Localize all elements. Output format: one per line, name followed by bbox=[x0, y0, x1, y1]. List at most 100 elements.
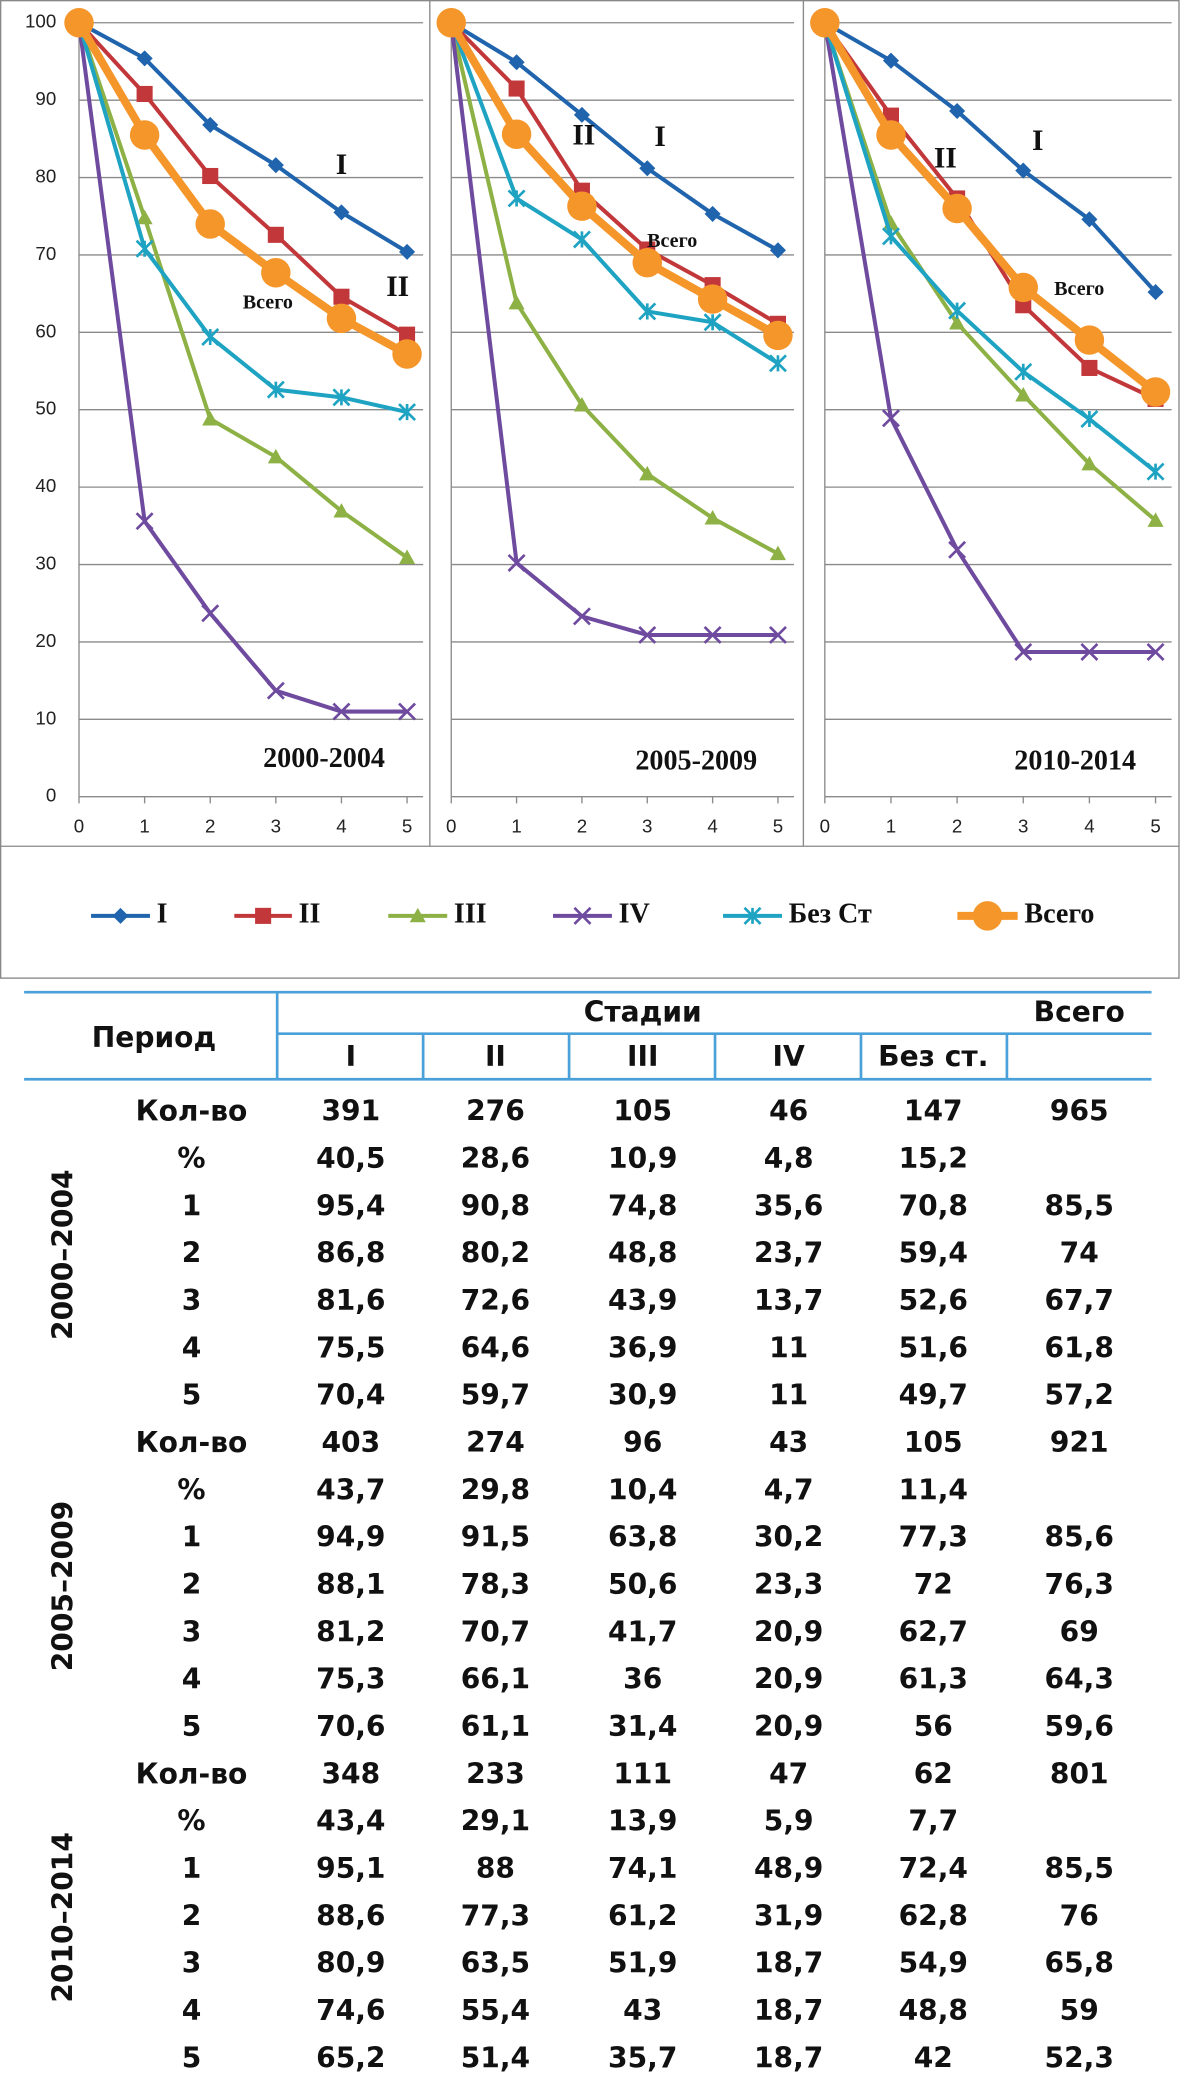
annotation: I bbox=[654, 121, 665, 153]
marker bbox=[1008, 272, 1038, 303]
x-tick-label: 2 bbox=[205, 815, 215, 836]
marker bbox=[638, 302, 657, 321]
marker bbox=[639, 160, 656, 177]
table-cell: 18,7 bbox=[754, 2041, 823, 2074]
table-cell: 5 bbox=[182, 1379, 202, 1412]
legend-label: IV bbox=[619, 898, 650, 929]
marker bbox=[703, 313, 722, 332]
table-cell: 67,7 bbox=[1045, 1284, 1114, 1317]
marker bbox=[743, 906, 762, 925]
marker bbox=[135, 239, 154, 258]
x-tick-label: 1 bbox=[886, 815, 896, 836]
table-cell: Кол-во bbox=[136, 1757, 248, 1790]
table-cell: 30,2 bbox=[754, 1521, 823, 1554]
series-line bbox=[450, 21, 779, 253]
table-cell: 55,4 bbox=[461, 1994, 530, 2027]
table-cell: 29,8 bbox=[461, 1473, 530, 1506]
table-cell: 43 bbox=[623, 1994, 662, 2027]
marker bbox=[1014, 642, 1033, 661]
series-line bbox=[449, 22, 778, 637]
table-cell: 64,3 bbox=[1045, 1663, 1114, 1696]
table-cell: 43 bbox=[769, 1426, 808, 1459]
table-cell: 4,8 bbox=[764, 1142, 814, 1175]
table-cell: 4 bbox=[182, 1663, 202, 1696]
y-tick-label: 80 bbox=[35, 166, 56, 187]
marker bbox=[1081, 211, 1098, 228]
marker bbox=[573, 397, 590, 412]
marker bbox=[573, 106, 590, 123]
table-cell: 77,3 bbox=[461, 1899, 530, 1932]
table-cell: 48,8 bbox=[899, 1994, 968, 2027]
marker bbox=[195, 209, 225, 239]
annotation: II bbox=[386, 271, 409, 303]
table-cell: 43,9 bbox=[608, 1284, 677, 1317]
table-column-header: Без ст. bbox=[878, 1040, 988, 1073]
marker bbox=[202, 167, 219, 185]
table-cell: 274 bbox=[466, 1426, 525, 1459]
table-cell: 78,3 bbox=[461, 1568, 530, 1601]
x-tick-label: 2 bbox=[952, 815, 962, 836]
table-cell: 47 bbox=[769, 1757, 808, 1790]
table-cell: 3 bbox=[182, 1947, 202, 1980]
series-line bbox=[77, 21, 409, 337]
table-cell: 74,1 bbox=[608, 1852, 677, 1885]
table-cell: 3 bbox=[182, 1284, 202, 1317]
table-cell: 51,9 bbox=[608, 1947, 677, 1980]
table-cell: Кол-во bbox=[136, 1426, 248, 1459]
table-cell: 43,4 bbox=[316, 1805, 385, 1838]
table-cell: 18,7 bbox=[754, 1994, 823, 2027]
annotation: II bbox=[934, 142, 957, 174]
table-cell: 62 bbox=[914, 1757, 953, 1790]
marker bbox=[326, 303, 357, 334]
table-cell: 965 bbox=[1050, 1095, 1109, 1128]
table-cell: 61,1 bbox=[461, 1710, 530, 1743]
table-cell: 91,5 bbox=[461, 1521, 530, 1554]
x-tick-label: 4 bbox=[707, 815, 717, 836]
table-cell: 2 bbox=[182, 1237, 202, 1270]
marker bbox=[136, 85, 153, 102]
marker bbox=[64, 8, 94, 38]
marker bbox=[704, 510, 721, 525]
table-cell: 95,4 bbox=[316, 1189, 385, 1222]
marker bbox=[768, 625, 787, 644]
panel-title: 2010-2014 bbox=[1014, 746, 1136, 777]
marker bbox=[266, 380, 285, 399]
marker bbox=[508, 54, 525, 71]
table-cell: 29,1 bbox=[461, 1805, 530, 1838]
marker bbox=[882, 52, 900, 69]
table-cell: 23,7 bbox=[754, 1237, 823, 1270]
table-cell: 70,4 bbox=[316, 1379, 385, 1412]
table-cell: 105 bbox=[904, 1426, 963, 1459]
marker bbox=[398, 403, 417, 422]
table-cell: 3 bbox=[182, 1615, 202, 1648]
table-cell: 94,9 bbox=[316, 1521, 385, 1554]
table-cell: 65,8 bbox=[1045, 1947, 1114, 1980]
x-tick-label: 1 bbox=[511, 815, 521, 836]
table-rules bbox=[24, 990, 1152, 1081]
marker bbox=[135, 512, 154, 531]
table-cell: 48,8 bbox=[608, 1237, 677, 1270]
table-cell: 59,7 bbox=[461, 1379, 530, 1412]
marker bbox=[508, 80, 525, 97]
table-cell: 76,3 bbox=[1045, 1568, 1114, 1601]
table-column-header: II bbox=[485, 1040, 506, 1073]
y-tick-label: 70 bbox=[35, 243, 56, 264]
y-tick-label: 40 bbox=[35, 475, 56, 496]
panel-title: 2005-2009 bbox=[635, 746, 757, 777]
marker bbox=[1146, 642, 1165, 661]
table-column-header: IV bbox=[773, 1040, 805, 1073]
series-line bbox=[449, 22, 780, 365]
table-cell: 65,2 bbox=[316, 2041, 385, 2074]
marker bbox=[333, 503, 350, 518]
marker bbox=[202, 116, 219, 133]
table-cell: 96 bbox=[623, 1426, 662, 1459]
table-cell: 88,6 bbox=[316, 1899, 385, 1932]
table-cell: 51,6 bbox=[899, 1331, 968, 1364]
annotation: I bbox=[336, 149, 347, 181]
table-cell: 233 bbox=[466, 1757, 525, 1790]
y-tick-label: 60 bbox=[35, 320, 56, 341]
x-tick-label: 1 bbox=[139, 815, 149, 836]
chart-frame bbox=[0, 0, 1180, 979]
marker bbox=[399, 326, 416, 343]
marker bbox=[948, 301, 967, 320]
